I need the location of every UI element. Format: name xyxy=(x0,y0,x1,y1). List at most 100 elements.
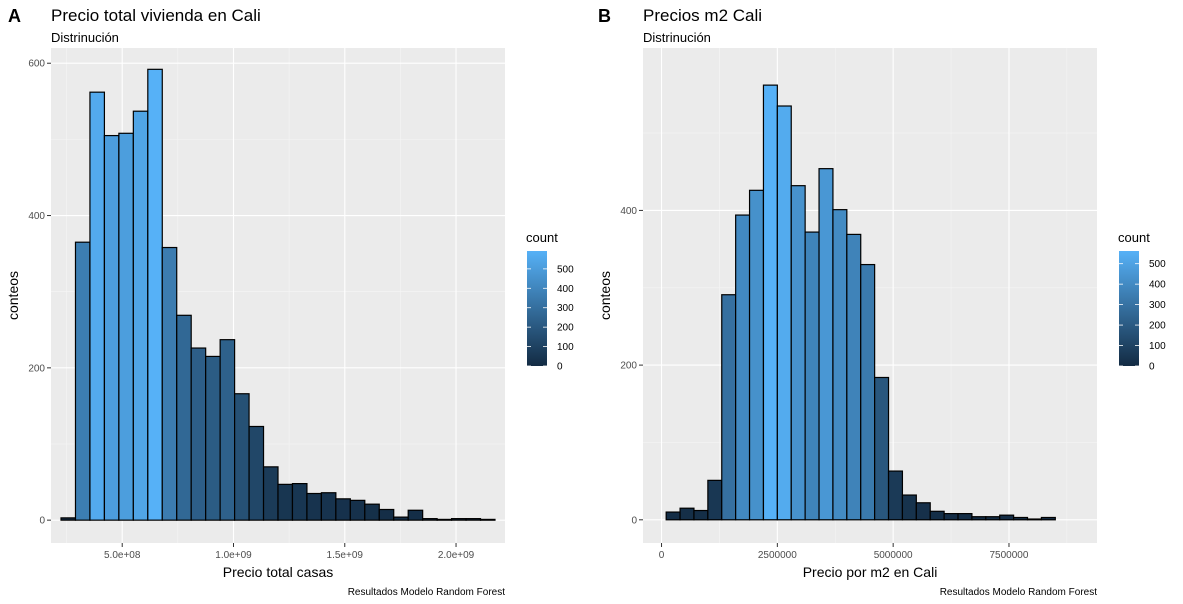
histogram-bar xyxy=(818,168,834,521)
panel-a: A Precio total vivienda en Cali Distrinuci… xyxy=(5,6,574,598)
legend-label: 500 xyxy=(557,264,574,275)
chart-caption: Resultados Modelo Random Forest xyxy=(348,587,506,598)
histogram-bar xyxy=(985,516,1001,521)
histogram-bar xyxy=(735,214,751,521)
histogram-bar xyxy=(248,425,265,521)
y-tick-label: 200 xyxy=(620,361,637,372)
legend: count 500 400 300 200 100 0 xyxy=(1118,230,1166,373)
histogram-bar xyxy=(679,507,695,521)
legend-label: 400 xyxy=(557,284,574,295)
histogram-bar xyxy=(364,503,380,521)
legend-title: count xyxy=(526,230,558,245)
histogram-bar xyxy=(971,516,987,521)
histogram-bar xyxy=(943,513,959,521)
chart-subtitle: Distrinución xyxy=(51,30,119,45)
histogram-bar xyxy=(693,509,709,521)
histogram-bar xyxy=(161,246,178,521)
histogram-bar xyxy=(74,241,91,521)
x-axis-title: Precio total casas xyxy=(223,564,334,580)
histogram-bar xyxy=(89,91,106,521)
y-tick-label: 200 xyxy=(28,363,45,374)
histogram-bar xyxy=(707,479,723,521)
histogram-bar xyxy=(1040,516,1056,521)
legend-label: 100 xyxy=(557,342,574,353)
histogram-bar xyxy=(60,517,77,521)
panel-letter: A xyxy=(8,6,21,26)
histogram-bar xyxy=(748,189,765,521)
histogram-bar xyxy=(762,84,778,521)
histogram-bar xyxy=(103,134,120,521)
legend: count 500 400 300 200 100 0 xyxy=(526,230,574,373)
histogram-bar xyxy=(915,502,931,521)
chart-title: Precios m2 Cali xyxy=(643,6,762,25)
legend-label: 300 xyxy=(1149,300,1166,311)
histogram-bar xyxy=(832,209,848,521)
histogram-bar xyxy=(665,511,681,521)
histogram-bar xyxy=(450,518,467,521)
histogram-bar xyxy=(234,393,250,521)
panel-letter: B xyxy=(598,6,611,26)
histogram-bar xyxy=(465,518,482,521)
histogram-bar xyxy=(306,492,322,521)
x-tick-label: 1.0e+09 xyxy=(215,550,252,561)
histogram-bar xyxy=(291,483,308,521)
legend-label: 400 xyxy=(1149,280,1166,291)
y-tick-label: 600 xyxy=(28,59,45,70)
y-axis-title: conteos xyxy=(597,271,613,320)
histogram-bar xyxy=(132,110,149,521)
legend-label: 0 xyxy=(1149,362,1155,373)
histogram-bar xyxy=(407,509,424,521)
histogram-bar xyxy=(118,132,134,521)
x-tick-label: 5.0e+08 xyxy=(104,550,141,561)
chart-caption: Resultados Modelo Random Forest xyxy=(940,587,1098,598)
legend-label: 300 xyxy=(557,303,574,314)
colorbar xyxy=(527,251,547,366)
histogram-bar xyxy=(957,513,973,521)
colorbar xyxy=(1119,251,1139,366)
x-tick-label: 7500000 xyxy=(990,550,1029,561)
histogram-bar xyxy=(860,263,876,521)
legend-label: 200 xyxy=(557,323,574,334)
x-tick-label: 0 xyxy=(659,550,665,561)
y-tick-label: 0 xyxy=(631,515,637,526)
legend-label: 200 xyxy=(1149,321,1166,332)
histogram-bar xyxy=(349,499,366,521)
histogram-bar xyxy=(804,231,820,521)
x-tick-label: 2.0e+09 xyxy=(438,550,475,561)
histogram-bar xyxy=(776,105,792,521)
chart-subtitle: Distrinución xyxy=(643,30,711,45)
histogram-bar xyxy=(262,466,279,521)
histogram-bar xyxy=(436,518,453,521)
histogram-bar xyxy=(999,514,1015,521)
y-tick-label: 400 xyxy=(620,206,637,217)
x-tick-label: 5000000 xyxy=(874,550,913,561)
histogram-bar xyxy=(874,376,890,521)
histogram-bar xyxy=(846,233,862,521)
histogram-bar xyxy=(320,492,337,521)
legend-label: 500 xyxy=(1149,259,1166,270)
legend-title: count xyxy=(1118,230,1150,245)
histogram-bar xyxy=(479,518,496,521)
histogram-bar xyxy=(901,494,917,521)
histogram-bar xyxy=(721,294,737,521)
chart-title: Precio total vivienda en Cali xyxy=(51,6,261,25)
histogram-bar xyxy=(929,510,945,521)
y-axis-title: conteos xyxy=(5,271,21,320)
x-axis-title: Precio por m2 en Cali xyxy=(803,564,938,580)
histogram-bar xyxy=(190,347,207,521)
histogram-bar xyxy=(422,518,438,521)
histogram-bar xyxy=(887,470,904,521)
histogram-bar xyxy=(790,185,806,521)
legend-label: 100 xyxy=(1149,341,1166,352)
histogram-bar xyxy=(378,508,395,521)
histogram-bar xyxy=(277,483,294,521)
histogram-bar xyxy=(176,314,192,521)
histogram-bar xyxy=(1013,516,1029,521)
histogram-bar xyxy=(335,498,351,521)
x-tick-label: 1.5e+09 xyxy=(327,550,364,561)
legend-label: 0 xyxy=(557,362,563,373)
x-tick-label: 2500000 xyxy=(758,550,797,561)
